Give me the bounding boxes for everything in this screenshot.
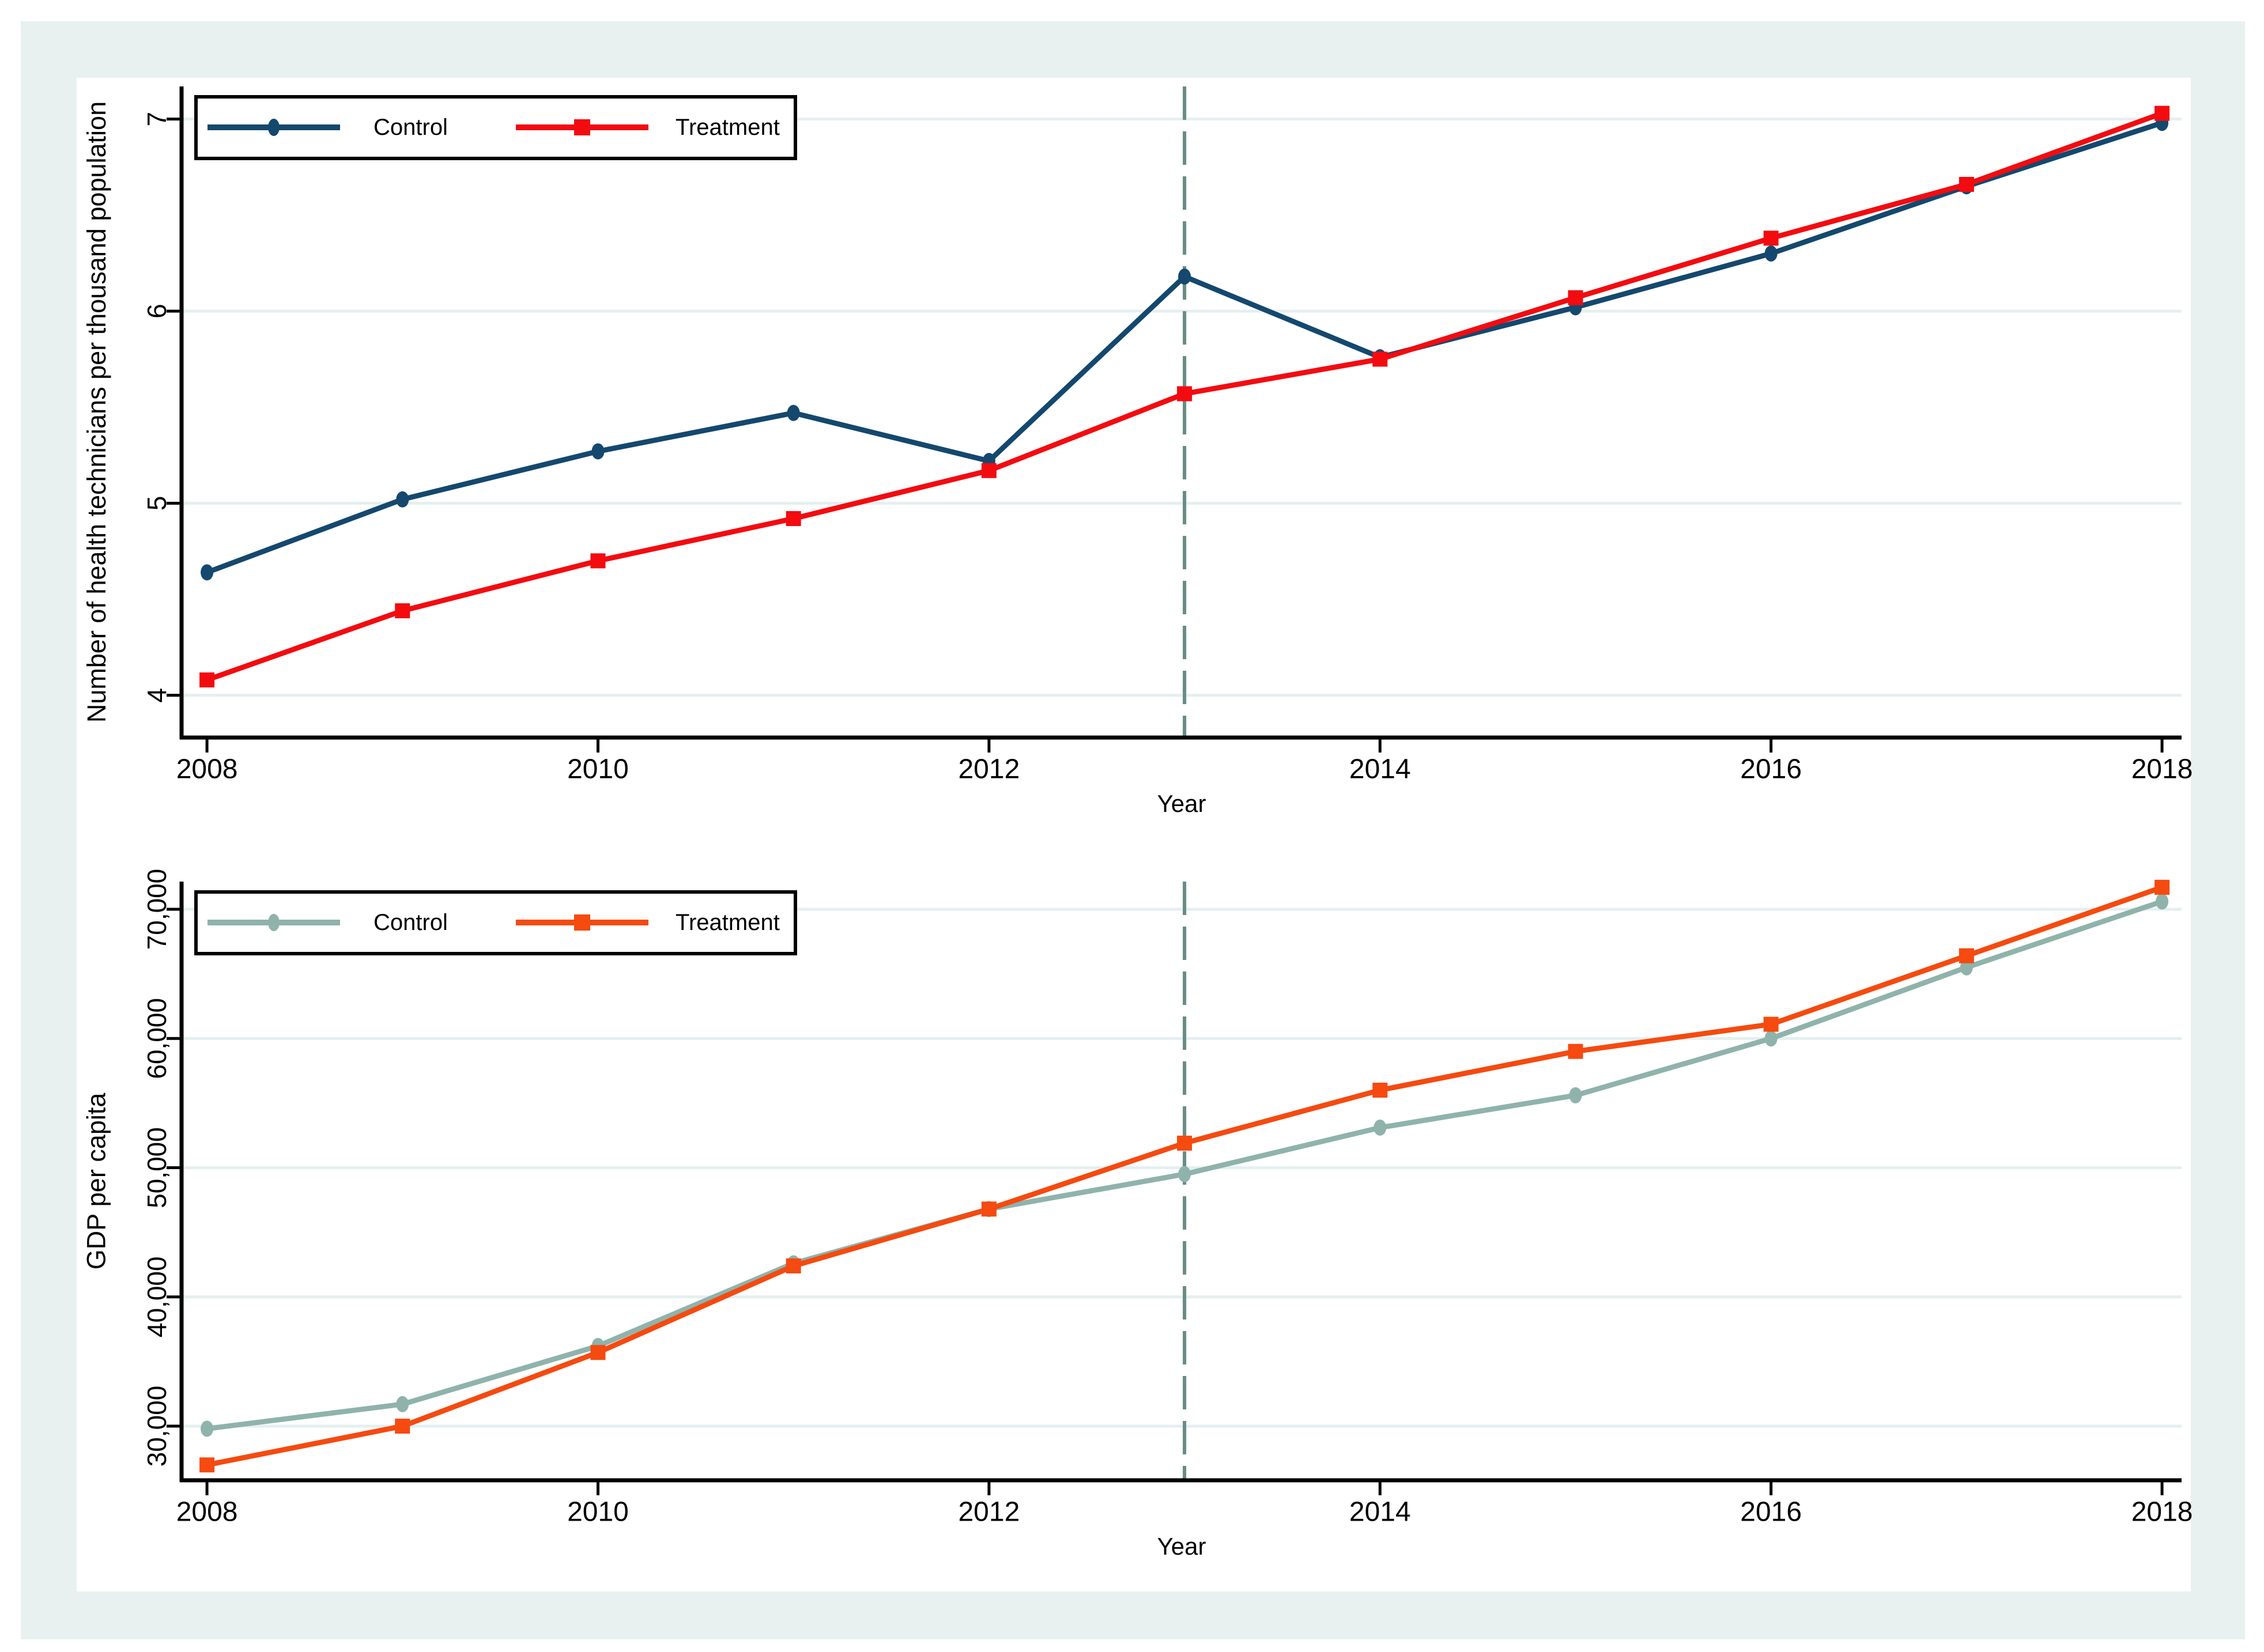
top-x-axis-title: Year (1157, 790, 1206, 817)
treatment-marker (1763, 230, 1779, 246)
top-y-axis-title: Number of health technicians per thousan… (82, 101, 111, 723)
control-marker (201, 1420, 214, 1437)
control-marker (396, 491, 409, 508)
x-tick-label: 2014 (1349, 1497, 1411, 1528)
axes: 4 5 6 7 2008 2010 2012 2014 2016 2018 (142, 86, 2193, 785)
treatment-marker (2154, 105, 2170, 121)
axes: 30,000 40,000 50,000 60,000 70,000 2008 2010 20… (142, 869, 2193, 1528)
treatment-marker (395, 603, 410, 618)
legend-treatment-label: Treatment (676, 910, 780, 935)
y-tick-label: 5 (142, 496, 172, 511)
legend-control-circle-icon (268, 119, 280, 136)
legend-treatment-label: Treatment (676, 115, 780, 140)
y-tick-label: 40,000 (142, 1256, 172, 1337)
control-marker (1569, 1087, 1582, 1103)
y-tick-label: 60,000 (142, 998, 172, 1079)
y-tick-label: 50,000 (142, 1127, 172, 1208)
control-marker (1764, 1030, 1778, 1047)
legend-control-label: Control (373, 115, 448, 140)
treatment-marker (1568, 290, 1583, 305)
treatment-marker (1372, 351, 1388, 367)
bottom-y-axis-title: GDP per capita (81, 1092, 111, 1270)
treatment-marker (1177, 1135, 1193, 1151)
treatment-marker (1763, 1016, 1779, 1032)
y-tick-label: 6 (142, 304, 172, 319)
control-marker (591, 443, 605, 460)
x-tick-label: 2010 (567, 754, 629, 785)
y-tick-label: 30,000 (142, 1386, 172, 1467)
control-marker (396, 1396, 409, 1412)
gdp-per-capita-chart: Control Treatment 30,000 40,000 50,000 60,000… (142, 869, 2193, 1528)
control-marker (1764, 245, 1778, 262)
x-tick-label: 2014 (1349, 754, 1411, 785)
control-marker (1178, 269, 1191, 285)
figure-frame (21, 21, 2245, 1639)
health-technicians-chart: Control Treatment 4 5 6 7 2008 2010 2012 2014 2016… (142, 86, 2193, 785)
treatment-marker (590, 553, 606, 569)
y-tick-label: 70,000 (142, 869, 172, 950)
x-tick-label: 2008 (176, 754, 238, 785)
control-marker (1374, 1119, 1387, 1136)
x-tick-label: 2018 (2131, 754, 2193, 785)
treatment-marker (1177, 386, 1193, 402)
treatment-marker (981, 463, 997, 478)
treatment-marker (199, 672, 215, 687)
legend-treatment-square-icon (574, 119, 590, 135)
treatment-marker (2154, 879, 2170, 895)
treatment-marker (590, 1345, 606, 1360)
legend-control-circle-icon (268, 914, 280, 931)
y-tick-label: 4 (142, 688, 172, 703)
treatment-marker (786, 511, 801, 526)
x-tick-label: 2018 (2131, 1497, 2193, 1528)
bottom-x-axis-title: Year (1157, 1533, 1206, 1560)
x-tick-label: 2016 (1740, 1497, 1802, 1528)
plot-background (77, 78, 2191, 1591)
treatment-series (199, 879, 2170, 1473)
x-tick-label: 2016 (1740, 754, 1802, 785)
x-tick-label: 2008 (176, 1497, 238, 1528)
treatment-marker (786, 1258, 801, 1273)
legend-treatment-square-icon (574, 914, 590, 931)
treatment-marker (981, 1201, 997, 1217)
legend: Control Treatment (194, 95, 797, 160)
control-marker (787, 405, 800, 421)
legend-control-label: Control (373, 910, 448, 935)
x-tick-label: 2012 (958, 754, 1020, 785)
y-tick-label: 7 (142, 112, 172, 127)
treatment-marker (1959, 177, 1974, 192)
treatment-marker (1568, 1044, 1583, 1059)
control-marker (201, 564, 214, 581)
control-marker (1960, 959, 1973, 976)
control-marker (2156, 893, 2169, 910)
treatment-marker (395, 1419, 410, 1434)
treatment-marker (1959, 948, 1974, 963)
treatment-marker (1372, 1082, 1388, 1098)
treatment-marker (199, 1457, 215, 1473)
x-tick-label: 2010 (567, 1497, 629, 1528)
treatment-series (199, 105, 2170, 687)
legend: Control Treatment (194, 890, 797, 955)
x-tick-label: 2012 (958, 1497, 1020, 1528)
control-marker (1178, 1166, 1191, 1182)
